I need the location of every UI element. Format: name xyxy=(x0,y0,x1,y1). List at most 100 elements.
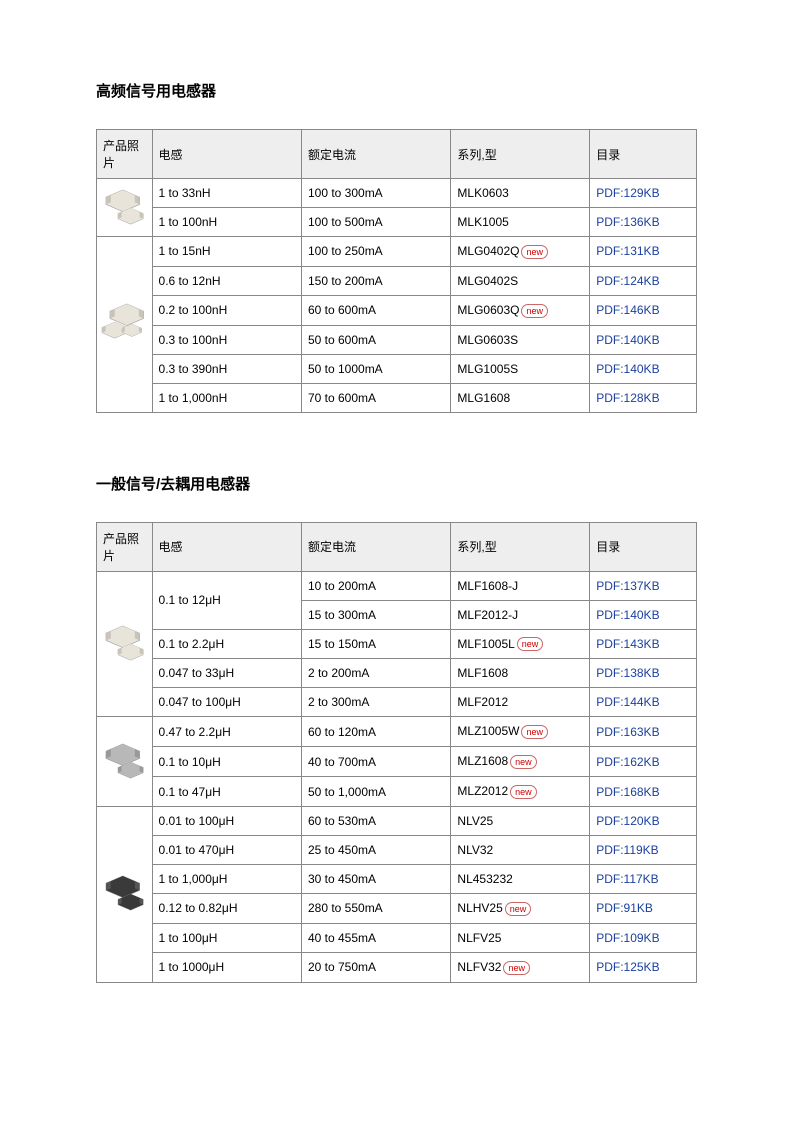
catalog-cell: PDF:131KB xyxy=(590,237,697,267)
product-photo-cell xyxy=(97,571,153,717)
pdf-link[interactable]: PDF:117KB xyxy=(596,872,658,886)
current-cell: 2 to 300mA xyxy=(301,688,450,717)
table-row: 0.1 to 47μH50 to 1,000mAMLZ2012newPDF:16… xyxy=(97,777,697,807)
product-photo-cell xyxy=(97,237,153,413)
table-row: 1 to 15nH100 to 250mAMLG0402QnewPDF:131K… xyxy=(97,237,697,267)
table-header: 额定电流 xyxy=(301,130,450,179)
pdf-link[interactable]: PDF:162KB xyxy=(596,755,659,769)
table-row: 0.01 to 100μH60 to 530mANLV25PDF:120KB xyxy=(97,806,697,835)
new-badge-icon: new xyxy=(505,902,532,916)
current-cell: 2 to 200mA xyxy=(301,659,450,688)
new-badge-icon: new xyxy=(521,245,548,259)
series-cell: MLZ1608new xyxy=(451,747,590,777)
inductance-cell: 0.3 to 390nH xyxy=(152,354,301,383)
pdf-link[interactable]: PDF:140KB xyxy=(596,362,659,376)
inductance-cell: 0.3 to 100nH xyxy=(152,325,301,354)
section-title: 高频信号用电感器 xyxy=(96,80,697,101)
pdf-link[interactable]: PDF:125KB xyxy=(596,960,659,974)
pdf-link[interactable]: PDF:146KB xyxy=(596,303,659,317)
table-header: 目录 xyxy=(590,522,697,571)
inductance-cell: 0.047 to 33μH xyxy=(152,659,301,688)
table-row: 1 to 1,000μH30 to 450mANL453232PDF:117KB xyxy=(97,864,697,893)
current-cell: 100 to 250mA xyxy=(301,237,450,267)
inductance-cell: 1 to 1000μH xyxy=(152,952,301,982)
series-cell: MLF1608-J xyxy=(451,571,590,600)
pdf-link[interactable]: PDF:119KB xyxy=(596,843,658,857)
table-header: 电感 xyxy=(152,130,301,179)
inductance-cell: 0.01 to 100μH xyxy=(152,806,301,835)
table-row: 0.01 to 470μH25 to 450mANLV32 PDF:119KB xyxy=(97,835,697,864)
current-cell: 280 to 550mA xyxy=(301,893,450,923)
pdf-link[interactable]: PDF:138KB xyxy=(596,666,659,680)
series-cell: MLF2012 xyxy=(451,688,590,717)
pdf-link[interactable]: PDF:124KB xyxy=(596,274,659,288)
product-photo-icon xyxy=(99,740,150,784)
table-header-row: 产品照片电感额定电流系列,型目录 xyxy=(97,522,697,571)
pdf-link[interactable]: PDF:136KB xyxy=(596,215,659,229)
catalog-cell: PDF:129KB xyxy=(590,179,697,208)
catalog-cell: PDF:146KB xyxy=(590,295,697,325)
pdf-link[interactable]: PDF:91KB xyxy=(596,901,653,915)
new-badge-icon: new xyxy=(517,637,544,651)
current-cell: 20 to 750mA xyxy=(301,952,450,982)
new-badge-icon: new xyxy=(521,725,548,739)
pdf-link[interactable]: PDF:120KB xyxy=(596,814,659,828)
section-title: 一般信号/去耦用电感器 xyxy=(96,473,697,494)
table-header: 电感 xyxy=(152,522,301,571)
table-header: 产品照片 xyxy=(97,522,153,571)
catalog-cell: PDF:91KB xyxy=(590,893,697,923)
catalog-cell: PDF:168KB xyxy=(590,777,697,807)
current-cell: 40 to 455mA xyxy=(301,923,450,952)
current-cell: 10 to 200mA xyxy=(301,571,450,600)
table-row: 1 to 100μH40 to 455mANLFV25PDF:109KB xyxy=(97,923,697,952)
pdf-link[interactable]: PDF:140KB xyxy=(596,608,659,622)
current-cell: 15 to 150mA xyxy=(301,629,450,659)
table-row: 0.6 to 12nH150 to 200mAMLG0402SPDF:124KB xyxy=(97,266,697,295)
inductance-cell: 1 to 15nH xyxy=(152,237,301,267)
current-cell: 60 to 600mA xyxy=(301,295,450,325)
table-row: 0.047 to 100μH2 to 300mAMLF2012PDF:144KB xyxy=(97,688,697,717)
new-badge-icon: new xyxy=(521,304,548,318)
pdf-link[interactable]: PDF:131KB xyxy=(596,244,659,258)
catalog-cell: PDF:117KB xyxy=(590,864,697,893)
pdf-link[interactable]: PDF:129KB xyxy=(596,186,659,200)
series-cell: MLG0603Qnew xyxy=(451,295,590,325)
current-cell: 40 to 700mA xyxy=(301,747,450,777)
pdf-link[interactable]: PDF:109KB xyxy=(596,931,659,945)
pdf-link[interactable]: PDF:168KB xyxy=(596,785,659,799)
table-row: 1 to 100nH100 to 500mAMLK1005PDF:136KB xyxy=(97,208,697,237)
series-cell: MLF2012-J xyxy=(451,600,590,629)
current-cell: 25 to 450mA xyxy=(301,835,450,864)
pdf-link[interactable]: PDF:137KB xyxy=(596,579,659,593)
catalog-cell: PDF:124KB xyxy=(590,266,697,295)
table-row: 0.47 to 2.2μH60 to 120mAMLZ1005WnewPDF:1… xyxy=(97,717,697,747)
inductance-cell: 0.01 to 470μH xyxy=(152,835,301,864)
pdf-link[interactable]: PDF:128KB xyxy=(596,391,659,405)
inductance-cell: 0.6 to 12nH xyxy=(152,266,301,295)
pdf-link[interactable]: PDF:143KB xyxy=(596,637,659,651)
catalog-cell: PDF:120KB xyxy=(590,806,697,835)
table-header: 目录 xyxy=(590,130,697,179)
pdf-link[interactable]: PDF:163KB xyxy=(596,725,659,739)
current-cell: 30 to 450mA xyxy=(301,864,450,893)
series-cell: NLV32 xyxy=(451,835,590,864)
current-cell: 50 to 600mA xyxy=(301,325,450,354)
series-cell: NLV25 xyxy=(451,806,590,835)
series-cell: MLF1005Lnew xyxy=(451,629,590,659)
series-cell: NLFV32new xyxy=(451,952,590,982)
catalog-cell: PDF:138KB xyxy=(590,659,697,688)
table-row: 0.1 to 12μH10 to 200mAMLF1608-JPDF:137KB xyxy=(97,571,697,600)
pdf-link[interactable]: PDF:140KB xyxy=(596,333,659,347)
catalog-cell: PDF:140KB xyxy=(590,354,697,383)
current-cell: 100 to 300mA xyxy=(301,179,450,208)
inductance-cell: 0.1 to 2.2μH xyxy=(152,629,301,659)
pdf-link[interactable]: PDF:144KB xyxy=(596,695,659,709)
inductance-cell: 0.2 to 100nH xyxy=(152,295,301,325)
series-cell: MLG1608 xyxy=(451,383,590,412)
catalog-cell: PDF:109KB xyxy=(590,923,697,952)
product-photo-icon xyxy=(99,186,150,230)
current-cell: 60 to 120mA xyxy=(301,717,450,747)
catalog-cell: PDF:137KB xyxy=(590,571,697,600)
new-badge-icon: new xyxy=(510,755,537,769)
table-header-row: 产品照片电感额定电流系列,型目录 xyxy=(97,130,697,179)
